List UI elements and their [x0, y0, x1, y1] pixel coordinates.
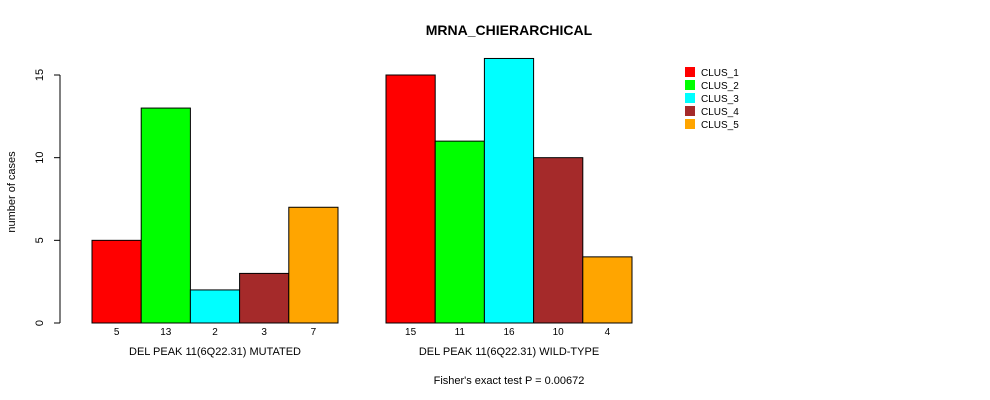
bar-clus-1-group-1: [91, 239, 142, 324]
legend-swatch: [685, 106, 695, 116]
bar-count-label: 15: [405, 327, 417, 338]
bar-count-label: 4: [605, 327, 611, 338]
group-labels: DEL PEAK 11(6Q22.31) MUTATED DEL PEAK 11(…: [129, 346, 599, 358]
bar-count-label: 16: [503, 327, 515, 338]
bar-clus-4-group-2: [533, 157, 584, 324]
bar-clus-3-group-2: [483, 57, 535, 324]
fisher-test-footnote: Fisher's exact test P = 0.00672: [434, 375, 585, 387]
y-tick-label: 0: [34, 320, 46, 326]
y-tick-label: 15: [34, 69, 46, 81]
bar-clus-2-group-2: [434, 140, 485, 324]
bar-count-label: 11: [455, 327, 466, 338]
bar-count-label: 5: [114, 327, 120, 338]
bar-clus-4-group-1: [239, 272, 290, 324]
bar-groups: [91, 57, 633, 324]
y-tick-label: 5: [34, 237, 46, 243]
bar-clus-5-group-1: [288, 206, 339, 324]
bar-clus-2-group-1: [140, 107, 191, 324]
legend: CLUS_1 CLUS_2 CLUS_3 CLUS_4 CLUS_5: [685, 67, 739, 131]
y-tick-label: 10: [34, 152, 46, 164]
y-axis-label: number of cases: [6, 151, 18, 233]
y-axis: 0 5 10 15: [34, 69, 61, 326]
bar-clus-1-group-2: [385, 74, 436, 324]
bar-count-label: 13: [160, 327, 172, 338]
legend-label: CLUS_3: [701, 94, 739, 105]
bar-count-label: 7: [311, 327, 317, 338]
chart-title: MRNA_CHIERARCHICAL: [426, 22, 593, 38]
value-labels: 5 13 2 3 7 15 11 16 10 4: [114, 327, 611, 338]
bar-clus-3-group-1: [189, 289, 241, 324]
legend-swatch: [685, 80, 695, 90]
legend-label: CLUS_1: [701, 68, 739, 79]
legend-label: CLUS_4: [701, 107, 739, 118]
bar-count-label: 10: [553, 327, 565, 338]
bar-count-label: 3: [261, 327, 267, 338]
legend-swatch: [685, 67, 695, 77]
group-label-2: DEL PEAK 11(6Q22.31) WILD-TYPE: [419, 346, 599, 358]
legend-label: CLUS_2: [701, 81, 739, 92]
legend-swatch: [685, 93, 695, 103]
legend-label: CLUS_5: [701, 120, 739, 131]
bar-count-label: 2: [212, 327, 218, 338]
bar-clus-5-group-2: [582, 256, 633, 324]
group-label-1: DEL PEAK 11(6Q22.31) MUTATED: [129, 346, 301, 358]
legend-swatch: [685, 119, 695, 129]
